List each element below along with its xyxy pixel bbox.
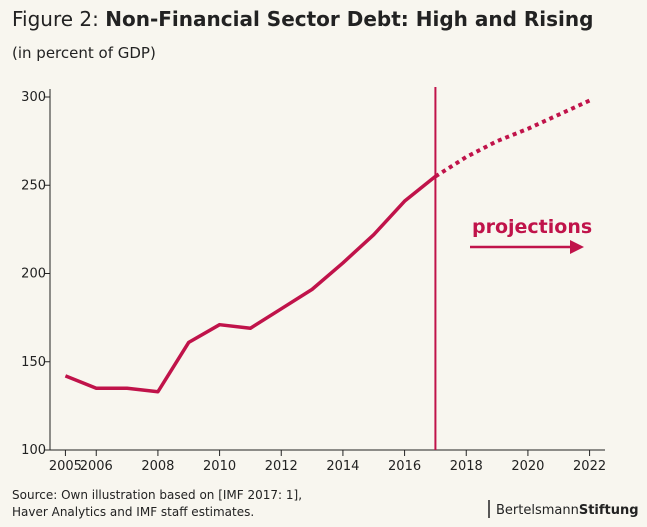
y-tick-label: 100 [21, 443, 46, 458]
annotation: projections [472, 216, 592, 238]
x-tick-label: 2010 [203, 459, 236, 474]
data-line [64, 175, 437, 394]
chart-title: Figure 2: Non-Financial Sector Debt: Hig… [12, 7, 593, 31]
x-tick-label: 2014 [326, 459, 359, 474]
y-tick-label: 150 [21, 355, 46, 370]
x-tick-label: 2006 [80, 459, 113, 474]
source-line: Haver Analytics and IMF staff estimates. [12, 505, 254, 519]
source-line: Source: Own illustration based on [IMF 2… [12, 488, 302, 502]
x-tick-label: 2020 [511, 459, 544, 474]
y-tick-label: 250 [21, 178, 46, 193]
logo-part: Stiftung [579, 503, 639, 518]
x-tick-label: 2012 [265, 459, 298, 474]
x-tick-label: 2018 [450, 459, 483, 474]
arrow-head [570, 240, 584, 254]
logo-part: Bertelsmann [496, 503, 579, 518]
subtitle: (in percent of GDP) [12, 44, 156, 62]
y-tick-label: 200 [21, 267, 46, 282]
y-tick-label: 300 [21, 90, 46, 105]
logo: BertelsmannStiftung [496, 503, 639, 518]
title-prefix: Figure 2: [12, 7, 99, 31]
x-tick-label: 2005 [49, 459, 82, 474]
x-tick-label: 2016 [388, 459, 421, 474]
x-tick-label: 2008 [141, 459, 174, 474]
title-main: Non-Financial Sector Debt: High and Risi… [105, 7, 593, 31]
x-tick-label: 2022 [573, 459, 606, 474]
